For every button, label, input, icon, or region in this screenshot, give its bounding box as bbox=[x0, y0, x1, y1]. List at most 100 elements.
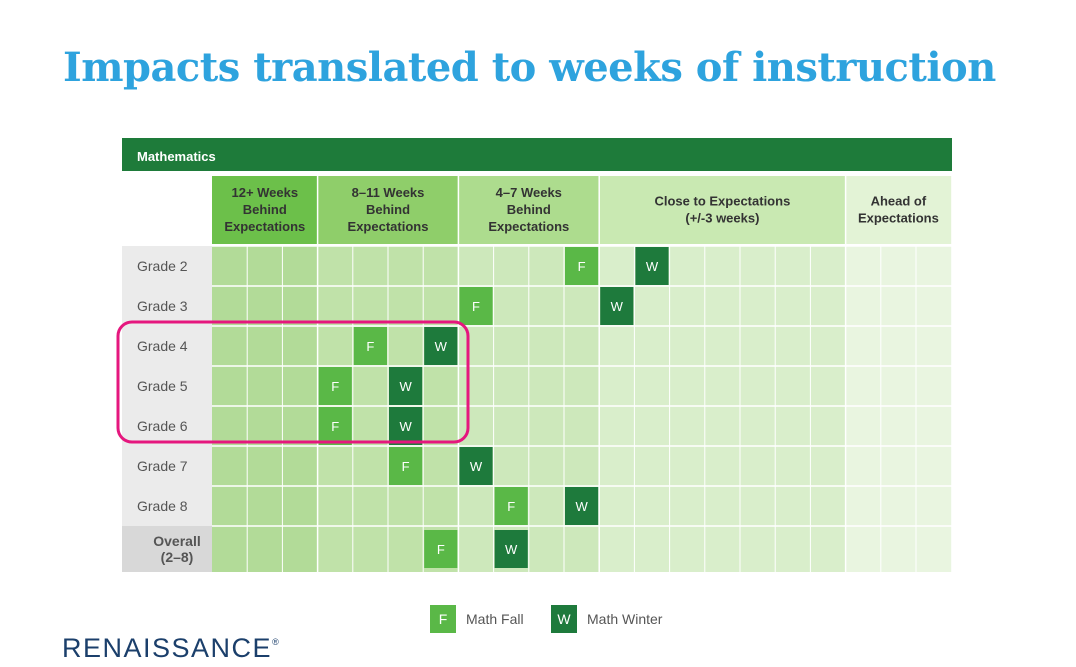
logo-text: RENAISSANCE bbox=[62, 633, 273, 663]
grid-cell bbox=[282, 286, 318, 326]
grid-cell bbox=[775, 446, 811, 486]
grid-cell bbox=[669, 286, 705, 326]
grid-cell bbox=[810, 446, 846, 486]
fall-mark-4 bbox=[318, 407, 352, 445]
grid-cell bbox=[528, 486, 564, 526]
fall-mark-1 bbox=[459, 287, 493, 325]
row-label-cell-5 bbox=[122, 446, 212, 486]
grid-cell bbox=[247, 366, 283, 406]
grid-cell bbox=[282, 246, 318, 286]
grid-cell bbox=[317, 446, 353, 486]
grid-cell bbox=[845, 446, 881, 486]
grid-cell bbox=[458, 326, 494, 366]
winter-mark-3 bbox=[389, 367, 423, 405]
grid-cell bbox=[916, 326, 952, 366]
row-label-cell-3 bbox=[122, 366, 212, 406]
highlight-box bbox=[116, 320, 470, 444]
grid-cell bbox=[352, 486, 388, 526]
row-label-cell-0 bbox=[122, 246, 212, 286]
band-header-text-2-0: 4–7 Weeks bbox=[496, 185, 562, 200]
grid-cell bbox=[247, 246, 283, 286]
marks: F W F W F W F W F W F W F W F W bbox=[318, 247, 669, 568]
grid-cell bbox=[282, 446, 318, 486]
band-header-0 bbox=[212, 176, 318, 244]
grid-cell bbox=[916, 366, 952, 406]
grid-cell bbox=[212, 406, 248, 446]
winter-mark-label-1: W bbox=[611, 299, 624, 314]
grid-cell bbox=[740, 326, 776, 366]
grid-cell bbox=[599, 406, 635, 446]
grid-cell bbox=[740, 366, 776, 406]
fall-mark-label-0: F bbox=[578, 259, 586, 274]
row-label-cell-4 bbox=[122, 406, 212, 446]
grid-cell bbox=[599, 526, 635, 572]
band-header-2 bbox=[458, 176, 600, 244]
grid-cell bbox=[282, 406, 318, 446]
grid-cell bbox=[388, 326, 424, 366]
grid-cell bbox=[528, 366, 564, 406]
grid-cell bbox=[388, 286, 424, 326]
grid-cell bbox=[704, 326, 740, 366]
grid-cell bbox=[880, 246, 916, 286]
grid-cell bbox=[599, 446, 635, 486]
grid-cell bbox=[599, 486, 635, 526]
grid-cell bbox=[810, 326, 846, 366]
subject-label: Mathematics bbox=[137, 149, 216, 164]
grid-cell bbox=[247, 486, 283, 526]
band-header-text-4-0: Ahead of bbox=[871, 194, 927, 209]
grid-cell bbox=[352, 446, 388, 486]
grid-cell bbox=[704, 366, 740, 406]
grid-cell bbox=[775, 366, 811, 406]
grid-cell bbox=[247, 446, 283, 486]
row-label-4-0: Grade 6 bbox=[137, 418, 188, 434]
band-header-text-0-0: 12+ Weeks bbox=[231, 185, 298, 200]
row-labels: Grade 2 Grade 3 Grade 4 Grade 5 Grade 6 Grade… bbox=[122, 246, 212, 572]
grid-cell bbox=[493, 246, 529, 286]
grid-cell bbox=[564, 446, 600, 486]
grid-cell bbox=[282, 326, 318, 366]
grid-cell bbox=[247, 526, 283, 572]
grid-cell bbox=[458, 526, 494, 572]
grid-cell bbox=[352, 366, 388, 406]
grid-cell bbox=[740, 446, 776, 486]
grid-cell bbox=[528, 246, 564, 286]
winter-mark-label-7: W bbox=[505, 542, 518, 557]
grid-cell bbox=[845, 526, 881, 572]
grid-cell bbox=[212, 246, 248, 286]
grid-cell bbox=[212, 486, 248, 526]
grid-cell bbox=[740, 406, 776, 446]
winter-mark-6 bbox=[565, 487, 599, 525]
band-header-text-1-1: Behind bbox=[366, 202, 410, 217]
grid-cell bbox=[845, 366, 881, 406]
grid-cell bbox=[564, 286, 600, 326]
row-label-6-0: Grade 8 bbox=[137, 498, 188, 514]
fall-mark-label-1: F bbox=[472, 299, 480, 314]
band-header-text-1-2: Expectations bbox=[348, 219, 429, 234]
band-header-3 bbox=[599, 176, 846, 244]
grid-cell bbox=[599, 366, 635, 406]
grid-cell bbox=[564, 366, 600, 406]
legend-winter: W Math Winter bbox=[551, 605, 662, 633]
grid-cell bbox=[212, 526, 248, 572]
grid-cell bbox=[282, 526, 318, 572]
grid-cell bbox=[388, 246, 424, 286]
grid-cell bbox=[388, 526, 424, 572]
band-headers: 12+ Weeks Behind Expectations 8–11 Weeks Beh… bbox=[212, 176, 952, 244]
grid-cell bbox=[282, 366, 318, 406]
grid-cell bbox=[669, 446, 705, 486]
winter-mark-label-6: W bbox=[575, 499, 588, 514]
grid-cell bbox=[810, 366, 846, 406]
band-header-text-3-0: Close to Expectations bbox=[654, 194, 790, 209]
grid-cell bbox=[634, 486, 670, 526]
grid-cell bbox=[564, 406, 600, 446]
grid-cell bbox=[599, 246, 635, 286]
grid-cell bbox=[423, 366, 459, 406]
row-label-cell-1 bbox=[122, 286, 212, 326]
grid-cell bbox=[704, 486, 740, 526]
subject-bar bbox=[122, 138, 952, 171]
grid-cell bbox=[493, 326, 529, 366]
row-label-1-0: Grade 3 bbox=[137, 298, 188, 314]
winter-mark-2 bbox=[424, 327, 458, 365]
row-label-0-0: Grade 2 bbox=[137, 258, 188, 274]
band-header-text-1-0: 8–11 Weeks bbox=[352, 185, 425, 200]
